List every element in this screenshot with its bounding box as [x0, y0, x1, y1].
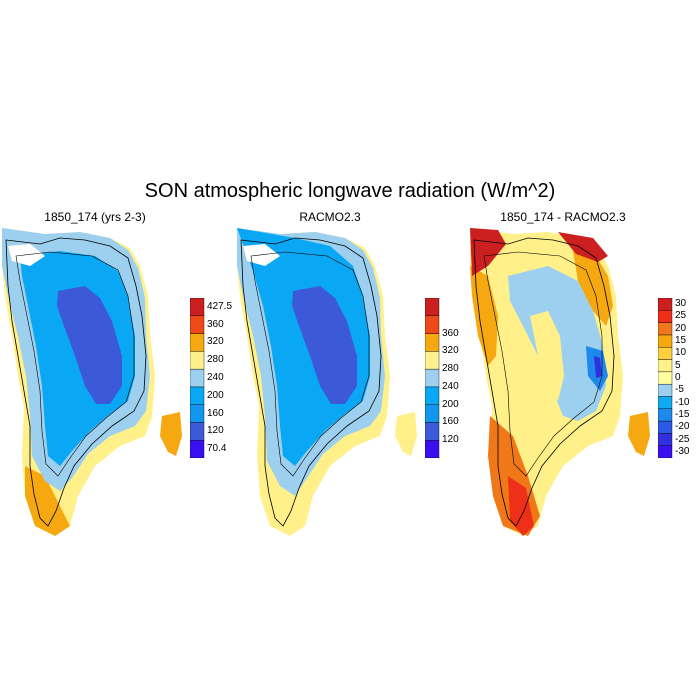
- colorbar-tick-label: 120: [207, 425, 224, 437]
- colorbar-segment: [425, 440, 440, 458]
- colorbar-segment: [425, 368, 440, 388]
- colorbar-tick-label: -15: [675, 408, 690, 420]
- map-panel-model: 1850_174 (yrs 2-3) 70.4 120 160 200 240 280 32…: [0, 210, 233, 536]
- inner-dark-blue: [57, 286, 122, 404]
- colorbar-tick-label: 240: [442, 380, 459, 392]
- colorbar-tick-label: -5: [675, 384, 684, 396]
- coastline: [473, 237, 615, 527]
- colorbar-tick-label: 320: [207, 336, 224, 348]
- colorbar-tick-label: -25: [675, 433, 690, 445]
- coastline: [5, 237, 147, 527]
- colorbar-tick-label: 320: [442, 345, 459, 357]
- colorbar-segment: [190, 386, 205, 405]
- colorbar-segment: [658, 371, 673, 385]
- panel-title-model: 1850_174 (yrs 2-3): [44, 210, 146, 224]
- map-panel-difference: 1850_174 - RACMO2.3 -30 -25 -20 -15 -10 -5 0 5 1…: [468, 210, 698, 536]
- colorbar-segment: [190, 351, 205, 370]
- colorbar-tick-label: 160: [442, 416, 459, 428]
- orange-south: [25, 466, 70, 536]
- diff-red-north: [470, 228, 506, 276]
- colorbar-tick-label: 30: [675, 298, 687, 310]
- colorbar-segment: [425, 404, 440, 423]
- colorbar-segment: [658, 445, 673, 458]
- ice-margin: [483, 251, 603, 477]
- colorbar-segment: [658, 383, 673, 397]
- colorbar-segment: [658, 396, 673, 409]
- colorbar-segment: [425, 422, 440, 441]
- colorbar-tick-label: 160: [207, 407, 224, 419]
- colorbar-tick-label: 5: [675, 359, 681, 371]
- figure-title: SON atmospheric longwave radiation (W/m^…: [144, 180, 556, 202]
- ice-margin: [15, 251, 135, 477]
- coastline: [240, 237, 382, 527]
- colorbar-segment: [658, 322, 673, 336]
- panel-title-racmo: RACMO2.3: [299, 210, 361, 224]
- colorbar-tick-label: 360: [207, 318, 224, 330]
- colorbar-segment: [658, 298, 673, 311]
- colorbar-segment: [190, 440, 205, 458]
- east-island: [628, 412, 650, 456]
- colorbar-tick-label: 120: [442, 434, 459, 446]
- colorbar-tick-label: 240: [207, 372, 224, 383]
- colorbar-segment: [190, 333, 205, 352]
- colorbar-tick-label: -10: [675, 396, 690, 408]
- greenland-map-difference: [470, 228, 650, 536]
- ice-margin: [250, 251, 370, 477]
- colorbar-segment: [658, 359, 673, 373]
- colorbar-tick-label: 70.4: [207, 443, 227, 455]
- colorbar-segment: [425, 298, 440, 316]
- greenland-shading: [2, 228, 182, 536]
- greenland-map-racmo: [237, 228, 417, 536]
- colorbar-tick-label: 0: [675, 372, 681, 383]
- greenland-shading: [470, 228, 650, 536]
- colorbar-tick-label: 360: [442, 327, 459, 339]
- colorbar-tick-label: -30: [675, 445, 690, 457]
- main-blue: [237, 228, 370, 466]
- diff-dark-east: [594, 356, 602, 378]
- east-island: [395, 412, 417, 456]
- colorbar-difference: [658, 298, 673, 458]
- colorbar-segment: [425, 315, 440, 334]
- colorbar-segment: [190, 315, 205, 334]
- colorbar-segment: [658, 347, 673, 360]
- colorbar-racmo: [425, 298, 440, 458]
- colorbar-tick-label: 280: [207, 354, 224, 366]
- colorbar-tick-label: 10: [675, 347, 687, 359]
- colorbar-segment: [190, 368, 205, 388]
- colorbar-tick-label: 20: [675, 322, 687, 334]
- colorbar-segment: [190, 422, 205, 441]
- colorbar-segment: [658, 310, 673, 323]
- colorbar-tick-label: 15: [675, 335, 687, 347]
- colorbar-tick-label: 25: [675, 310, 687, 322]
- colorbar-segment: [425, 351, 440, 370]
- colorbar-segment: [658, 420, 673, 434]
- colorbar-segment: [425, 333, 440, 352]
- colorbar-tick-label: 200: [207, 389, 224, 401]
- colorbar-tick-label: 200: [442, 398, 459, 410]
- diff-orange-west: [470, 266, 498, 366]
- colorbar-tick-label: -20: [675, 421, 690, 433]
- colorbar-tick-label: 427.5: [207, 300, 233, 312]
- colorbar-model: [190, 298, 205, 458]
- greenland-shading: [237, 228, 417, 536]
- diff-yellow-center: [530, 311, 564, 401]
- colorbar-segment: [658, 433, 673, 446]
- colorbar-segment: [658, 334, 673, 348]
- colorbar-segment: [658, 408, 673, 422]
- panel-title-difference: 1850_174 - RACMO2.3: [500, 210, 626, 224]
- diff-red-northeast: [558, 232, 608, 262]
- inner-dark-blue: [292, 286, 357, 404]
- colorbar-tick-label: 280: [442, 363, 459, 375]
- diff-red-south: [508, 476, 534, 536]
- greenland-map-model: [2, 228, 182, 536]
- map-panel-racmo: RACMO2.3 120 160 200 240 280 320 360: [235, 210, 465, 536]
- east-island: [160, 412, 182, 456]
- colorbar-segment: [190, 404, 205, 423]
- colorbar-segment: [190, 298, 205, 316]
- colorbar-segment: [425, 386, 440, 405]
